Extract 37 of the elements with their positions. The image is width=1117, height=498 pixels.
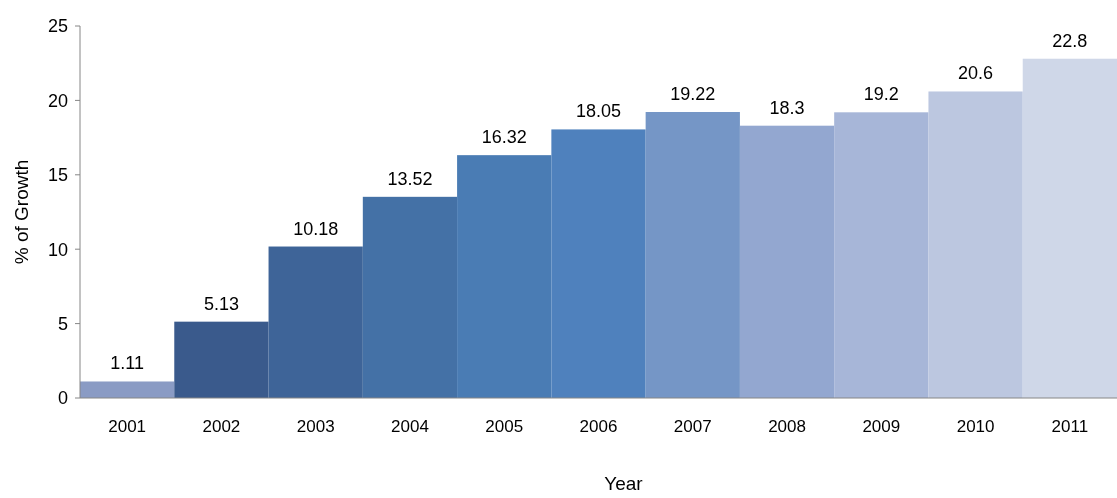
bar xyxy=(645,112,740,398)
data-label: 13.52 xyxy=(387,168,433,189)
x-tick-label: 2003 xyxy=(296,417,335,436)
x-tick-label: 2011 xyxy=(1051,417,1089,436)
data-label: 1.11 xyxy=(110,353,144,374)
x-tick-label: 2001 xyxy=(108,417,147,436)
x-tick-label: 2002 xyxy=(202,417,241,436)
x-axis-title: Year xyxy=(604,473,644,494)
bar xyxy=(928,91,1023,398)
y-tick-label: 10 xyxy=(47,239,68,260)
x-tick-label: 2005 xyxy=(485,417,524,436)
x-tick-label: 2009 xyxy=(862,417,901,436)
y-tick-label: 25 xyxy=(47,16,68,37)
data-label: 18.3 xyxy=(769,97,805,118)
data-label: 18.05 xyxy=(575,101,622,122)
bar xyxy=(80,381,175,398)
y-axis-title: % of Growth xyxy=(11,159,32,265)
y-tick-label: 5 xyxy=(57,313,68,334)
data-label: 5.13 xyxy=(203,293,239,314)
y-tick-label: 20 xyxy=(47,90,68,111)
x-tick-label: 2007 xyxy=(673,417,712,436)
x-tick-label: 2010 xyxy=(956,417,995,436)
bar xyxy=(1022,58,1117,398)
data-label: 16.32 xyxy=(481,127,527,148)
bar xyxy=(834,112,929,398)
data-label: 19.22 xyxy=(670,84,716,105)
data-label: 10.18 xyxy=(293,218,339,239)
x-tick-label: 2004 xyxy=(391,417,429,436)
x-tick-label: 2008 xyxy=(768,417,806,436)
y-tick-label: 15 xyxy=(47,165,68,186)
data-label: 20.6 xyxy=(958,63,994,84)
bar xyxy=(739,125,835,398)
data-label: 22.8 xyxy=(1052,30,1088,51)
data-label: 19.2 xyxy=(863,84,899,105)
bar xyxy=(362,196,458,398)
x-tick-label: 2006 xyxy=(579,417,618,436)
y-tick-label: 0 xyxy=(57,388,68,409)
